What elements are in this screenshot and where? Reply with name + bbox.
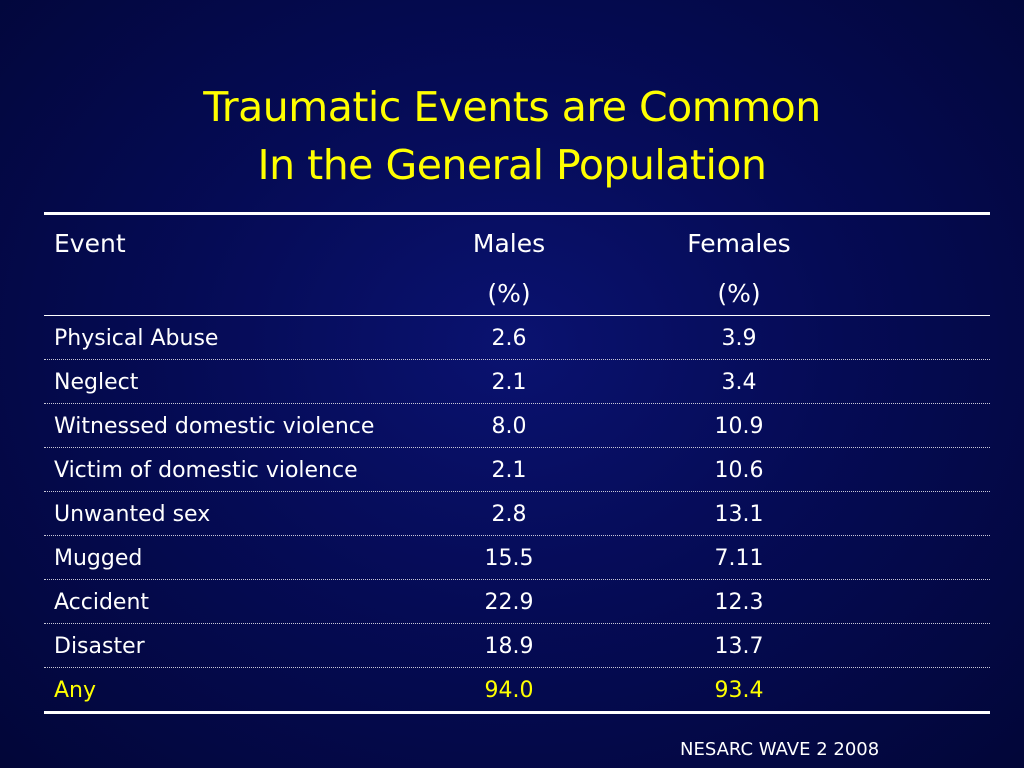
cell-event: Accident: [54, 590, 150, 615]
cell-males: 18.9: [484, 634, 534, 659]
cell-event: Physical Abuse: [54, 326, 219, 351]
cell-females: 93.4: [714, 678, 764, 703]
cell-event: Unwanted sex: [54, 502, 211, 527]
cell-females: 12.3: [714, 590, 764, 615]
table-row-unwanted-sex: Unwanted sex 2.8 13.1: [44, 492, 990, 536]
cell-females: 10.9: [714, 414, 764, 439]
cell-males: 2.8: [491, 502, 527, 527]
traumatic-events-table: Event Males (%) Females (%) Physical Abu…: [44, 212, 990, 714]
table-top-rule: [44, 212, 990, 215]
table-header-row: Event Males (%) Females (%): [44, 215, 990, 315]
table-bottom-rule: [44, 711, 990, 714]
cell-males: 2.6: [491, 326, 527, 351]
table-row-any: Any 94.0 93.4: [44, 668, 990, 711]
table-row-disaster: Disaster 18.9 13.7: [44, 624, 990, 668]
cell-event: Disaster: [54, 634, 145, 659]
cell-males: 22.9: [484, 590, 534, 615]
table-row-neglect: Neglect 2.1 3.4: [44, 360, 990, 404]
cell-females: 7.11: [714, 546, 764, 571]
table-row-mugged: Mugged 15.5 7.11: [44, 536, 990, 580]
cell-females: 3.9: [721, 326, 757, 351]
slide-title-line-2: In the General Population: [257, 141, 767, 189]
cell-females: 13.7: [714, 634, 764, 659]
cell-event: Mugged: [54, 546, 143, 571]
table-row-accident: Accident 22.9 12.3: [44, 580, 990, 624]
cell-males: 2.1: [491, 458, 527, 483]
header-males-label: Males: [472, 229, 546, 258]
header-females: Females (%): [639, 219, 839, 319]
source-citation: NESARC WAVE 2 2008: [680, 739, 880, 760]
cell-males: 8.0: [491, 414, 527, 439]
table-row-victim-of-domestic-violence: Victim of domestic violence 2.1 10.6: [44, 448, 990, 492]
cell-females: 13.1: [714, 502, 764, 527]
header-females-unit: (%): [717, 279, 761, 308]
cell-males: 2.1: [491, 370, 527, 395]
cell-event: Any: [54, 678, 97, 703]
cell-event: Neglect: [54, 370, 139, 395]
cell-females: 10.6: [714, 458, 764, 483]
table-row-physical-abuse: Physical Abuse 2.6 3.9: [44, 316, 990, 360]
cell-males: 94.0: [484, 678, 534, 703]
header-event: Event: [54, 229, 126, 258]
table-header-rule: [44, 315, 990, 316]
cell-females: 3.4: [721, 370, 757, 395]
cell-males: 15.5: [484, 546, 534, 571]
slide-title: Traumatic Events are Common In the Gener…: [0, 78, 1024, 194]
cell-event: Victim of domestic violence: [54, 458, 358, 483]
cell-event: Witnessed domestic violence: [54, 414, 375, 439]
table-row-witnessed-domestic-violence: Witnessed domestic violence 8.0 10.9: [44, 404, 990, 448]
header-females-label: Females: [687, 229, 791, 258]
header-males: Males (%): [414, 219, 604, 319]
header-males-unit: (%): [487, 279, 531, 308]
slide-title-line-1: Traumatic Events are Common: [203, 83, 821, 131]
